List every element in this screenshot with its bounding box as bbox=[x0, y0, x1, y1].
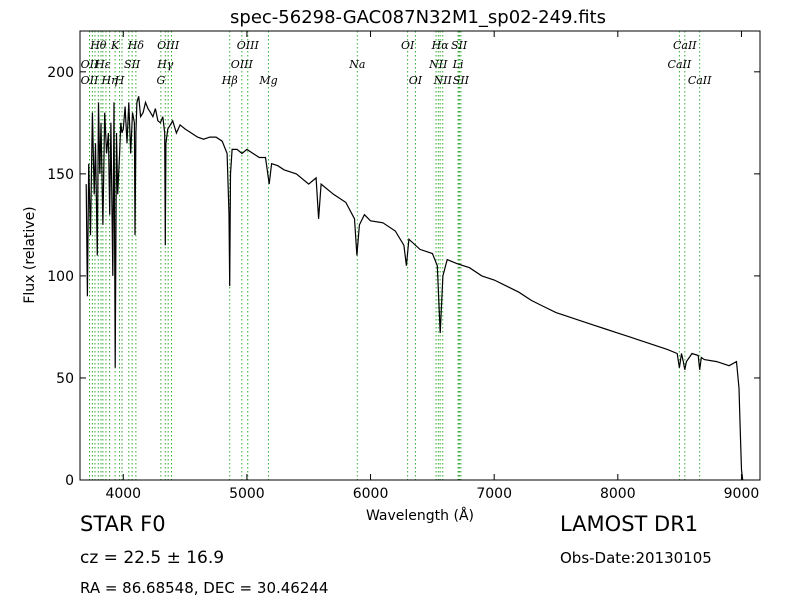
ra-dec-coordinates: RA = 86.68548, DEC = 30.46244 bbox=[80, 579, 329, 597]
spectral-line-label: OIII bbox=[237, 39, 260, 52]
spectral-line-label: Hθ bbox=[89, 39, 107, 52]
y-tick-label: 200 bbox=[47, 65, 74, 81]
spectral-line-label: NII bbox=[428, 58, 448, 71]
x-tick-label: 8000 bbox=[600, 486, 636, 502]
spectral-line-label: OIII bbox=[231, 58, 254, 71]
spectral-line-markers bbox=[89, 31, 701, 480]
spectral-line-label: Li bbox=[452, 58, 464, 71]
spectral-line-label: Na bbox=[348, 58, 365, 71]
survey-name: LAMOST DR1 bbox=[560, 512, 699, 536]
spectral-line-label: Hε bbox=[94, 58, 111, 71]
y-tick-label: 100 bbox=[47, 269, 74, 285]
x-tick-label: 4000 bbox=[105, 486, 141, 502]
spectral-line-label: SII bbox=[124, 58, 141, 71]
spectrum-line bbox=[85, 96, 744, 481]
y-tick-label: 0 bbox=[65, 473, 74, 489]
x-axis-label: Wavelength (Å) bbox=[366, 507, 474, 524]
observation-date: Obs-Date:20130105 bbox=[560, 549, 712, 567]
spectral-line-label: G bbox=[156, 74, 165, 87]
y-tick-label: 150 bbox=[47, 167, 74, 183]
spectral-line-label: Hη bbox=[100, 74, 118, 87]
x-tick-label: 7000 bbox=[476, 486, 512, 502]
spectral-line-label: OI bbox=[409, 74, 423, 87]
chart-title: spec-56298-GAC087N32M1_sp02-249.fits bbox=[230, 7, 606, 28]
spectral-line-label: OIII bbox=[157, 39, 180, 52]
spectral-line-label: Hδ bbox=[127, 39, 145, 52]
spectral-line-label: SII bbox=[453, 74, 470, 87]
axis-ticks: 4000 5000 6000 7000 8000 9000 0 50 100 150 200 bbox=[47, 31, 760, 502]
x-tick-label: 5000 bbox=[229, 486, 265, 502]
spectral-line-label: SII bbox=[451, 39, 468, 52]
redshift-cz: cz = 22.5 ± 16.9 bbox=[80, 548, 225, 568]
spectral-line-label: H bbox=[114, 74, 125, 87]
spectral-line-label: NII bbox=[433, 74, 453, 87]
spectral-line-label: OII bbox=[81, 58, 99, 71]
spectral-line-label: OI bbox=[401, 39, 415, 52]
object-class: STAR F0 bbox=[80, 512, 166, 536]
y-axis-label: Flux (relative) bbox=[22, 206, 38, 303]
spectral-line-label: Hα bbox=[431, 39, 450, 52]
spectral-line-label: CaII bbox=[668, 58, 692, 71]
x-tick-label: 9000 bbox=[724, 486, 760, 502]
spectral-line-label: CaII bbox=[688, 74, 712, 87]
spectral-line-label: OII bbox=[81, 74, 99, 87]
spectral-line-label: CaII bbox=[673, 39, 697, 52]
spectral-line-label: Mg bbox=[258, 74, 277, 87]
y-tick-label: 50 bbox=[56, 371, 74, 387]
plot-frame bbox=[79, 30, 761, 481]
x-tick-label: 6000 bbox=[353, 486, 389, 502]
spectral-line-label: Hγ bbox=[156, 58, 174, 71]
spectral-line-label: K bbox=[110, 39, 120, 52]
spectral-line-label: Hβ bbox=[221, 74, 238, 87]
